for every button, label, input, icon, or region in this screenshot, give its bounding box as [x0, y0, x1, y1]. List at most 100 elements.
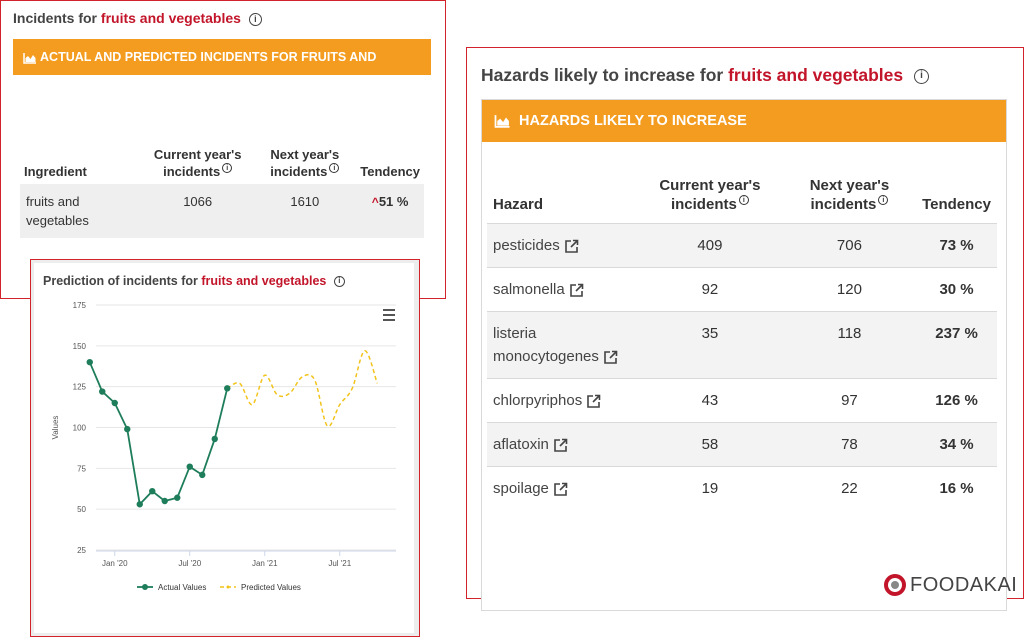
- current-cell: 92: [637, 267, 783, 312]
- info-icon[interactable]: i: [248, 12, 262, 26]
- tendency-cell: 30 %: [916, 267, 997, 312]
- actual-value-point: [111, 399, 118, 407]
- tendency-cell: 34 %: [916, 422, 997, 467]
- x-tick-label: Jan '20: [102, 559, 128, 568]
- ingredient-cell: fruits and vegetables: [20, 184, 142, 238]
- caret-up-icon: ^: [371, 195, 379, 209]
- x-tick-label: Jul '20: [178, 559, 201, 568]
- hamburger-menu-icon[interactable]: [383, 309, 395, 321]
- incidents-chart-header: ACTUAL AND PREDICTED INCIDENTS FOR FRUIT…: [13, 39, 431, 75]
- external-link-icon[interactable]: [553, 438, 568, 453]
- incidents-panel-title: Incidents for fruits and vegetables i: [13, 10, 262, 26]
- legend-actual-label: Actual Values: [158, 583, 206, 592]
- actual-value-point: [161, 497, 168, 505]
- table-row: pesticides 409 706 73 %: [487, 223, 997, 268]
- y-tick-label: 75: [77, 464, 86, 473]
- menu-bar: [383, 309, 395, 311]
- col-tendency: Tendency: [360, 164, 420, 179]
- actual-value-point: [224, 385, 231, 392]
- hazard-cell: aflatoxin: [487, 422, 637, 467]
- area-chart-icon: [23, 52, 36, 64]
- table-row: spoilage 19 22 16 %: [487, 466, 997, 510]
- hazard-link[interactable]: pesticides: [493, 237, 560, 254]
- menu-bar: [383, 319, 395, 321]
- tendency-cell: 73 %: [916, 223, 997, 268]
- hazard-link[interactable]: chlorpyriphos: [493, 392, 583, 409]
- current-cell: 43: [637, 378, 783, 423]
- incidents-title-highlight: fruits and vegetables: [100, 10, 241, 26]
- col-tendency: Tendency: [922, 196, 991, 213]
- hazard-cell: pesticides: [487, 223, 637, 268]
- foodakai-logo: FOODAKAI: [883, 573, 1017, 597]
- external-link-icon[interactable]: [564, 239, 579, 254]
- col-next: Next year's incidents i: [809, 177, 890, 213]
- hazard-link[interactable]: aflatoxin: [493, 436, 549, 453]
- current-cell: 1066: [142, 184, 254, 238]
- info-icon[interactable]: i: [333, 276, 345, 288]
- info-icon[interactable]: i: [329, 163, 340, 173]
- info-icon[interactable]: i: [914, 68, 929, 84]
- table-row: listeria monocytogenes 35 118 237 %: [487, 311, 997, 379]
- table-row: aflatoxin 58 78 34 %: [487, 422, 997, 467]
- incidents-table: Ingredient Current year's incidents i Nex…: [20, 146, 424, 238]
- chart-card: Prediction of incidents for fruits and v…: [34, 263, 414, 633]
- info-icon[interactable]: i: [222, 163, 233, 173]
- info-icon[interactable]: i: [878, 195, 889, 205]
- tendency-cell: 16 %: [916, 466, 997, 510]
- y-tick-label: 150: [73, 342, 87, 351]
- foodakai-logo-icon: [884, 574, 906, 596]
- table-row: fruits and vegetables 1066 1610 ^51 %: [20, 184, 424, 238]
- next-cell: 1610: [253, 184, 357, 238]
- hazard-cell: spoilage: [487, 466, 637, 510]
- actual-value-point: [124, 425, 131, 433]
- next-cell: 118: [782, 311, 917, 379]
- y-axis-label: Values: [51, 416, 60, 440]
- table-row: chlorpyriphos 43 97 126 %: [487, 378, 997, 423]
- actual-value-point: [99, 388, 106, 395]
- col-ingredient: Ingredient: [24, 164, 87, 179]
- x-tick-label: Jan '21: [252, 559, 278, 568]
- next-cell: 22: [782, 466, 917, 510]
- next-cell: 706: [782, 223, 917, 268]
- tendency-cell: 126 %: [916, 378, 997, 423]
- incidents-panel: Incidents for fruits and vegetables i AC…: [0, 0, 446, 299]
- external-link-icon[interactable]: [553, 482, 568, 497]
- y-tick-label: 100: [73, 424, 87, 433]
- next-cell: 120: [782, 267, 917, 312]
- y-tick-label: 50: [77, 505, 86, 514]
- hazard-cell: salmonella: [487, 267, 637, 312]
- actual-value-point: [136, 501, 143, 508]
- table-row: salmonella 92 120 30 %: [487, 267, 997, 312]
- external-link-icon[interactable]: [603, 350, 618, 365]
- hazard-link[interactable]: salmonella: [493, 281, 565, 298]
- prediction-panel-title: Prediction of incidents for fruits and v…: [43, 274, 345, 288]
- col-hazard: Hazard: [493, 196, 544, 213]
- actual-values-line: [88, 361, 229, 507]
- tendency-cell: ^51 %: [356, 184, 424, 238]
- hazards-table: Hazard Current year's incidents i Next ye…: [487, 176, 997, 510]
- external-link-icon[interactable]: [586, 394, 601, 409]
- legend-actual-swatch-point: [142, 584, 148, 590]
- hazards-card-header: HAZARDS LIKELY TO INCREASE: [482, 100, 1006, 142]
- hazards-panel-title: Hazards likely to increase for fruits an…: [481, 65, 929, 86]
- next-cell: 78: [782, 422, 917, 467]
- current-cell: 35: [637, 311, 783, 379]
- col-current: Current year's incidents i: [153, 147, 242, 179]
- external-link-icon[interactable]: [569, 283, 584, 298]
- actual-value-point: [149, 488, 156, 495]
- predicted-values-line: [226, 349, 378, 428]
- hazard-link[interactable]: spoilage: [493, 480, 549, 497]
- info-icon[interactable]: i: [738, 195, 749, 205]
- actual-value-point: [86, 358, 93, 366]
- col-next: Next year's incidents i: [270, 147, 340, 179]
- hazard-link[interactable]: listeria monocytogenes: [493, 325, 599, 365]
- hazard-cell: listeria monocytogenes: [487, 311, 637, 379]
- tendency-cell: 237 %: [916, 311, 997, 379]
- legend-predicted-swatch-point: [226, 585, 230, 589]
- col-current: Current year's incidents i: [659, 177, 761, 213]
- prediction-panel: Prediction of incidents for fruits and v…: [30, 259, 420, 637]
- y-tick-label: 25: [77, 546, 86, 555]
- y-tick-label: 175: [73, 301, 87, 310]
- menu-bar: [383, 314, 395, 316]
- next-cell: 97: [782, 378, 917, 423]
